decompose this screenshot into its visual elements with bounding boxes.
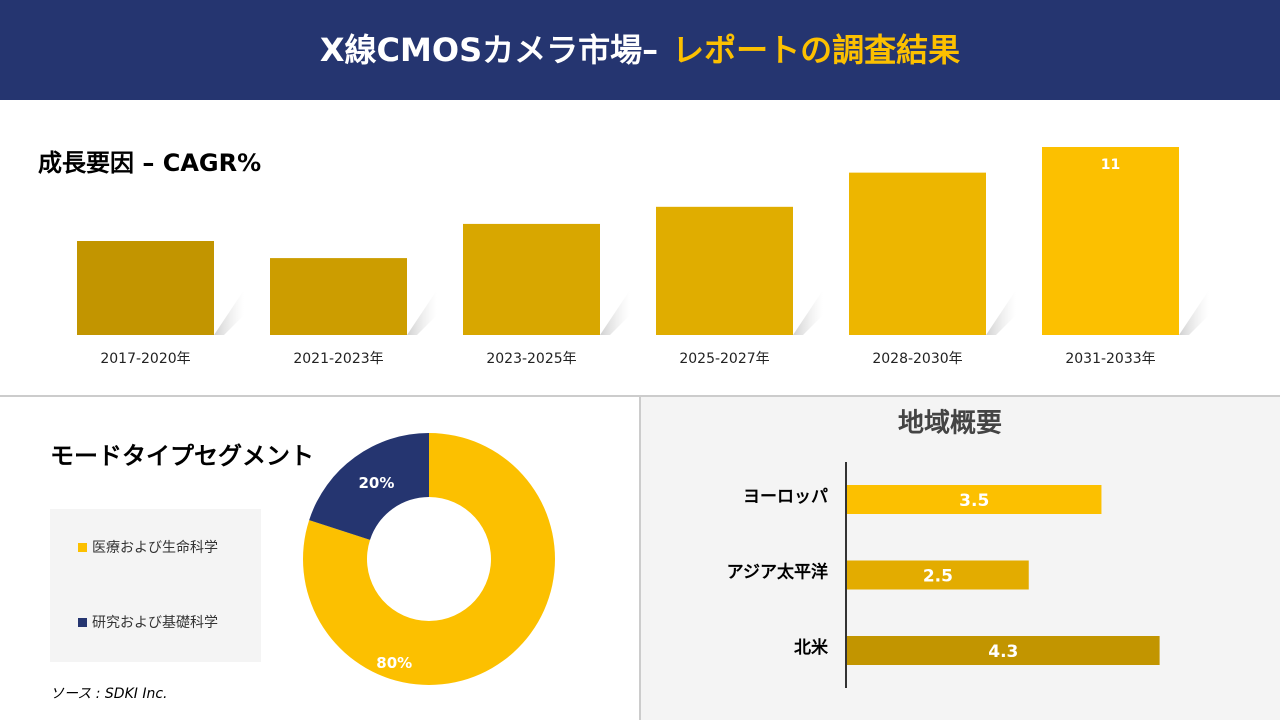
- bar: [847, 485, 1102, 514]
- chart-title: 成長要因 – CAGR%: [38, 149, 261, 177]
- x-tick-label: 2021-2023年: [293, 351, 383, 367]
- header-band: [0, 0, 1280, 100]
- bar: [847, 636, 1160, 665]
- bar: [847, 560, 1029, 590]
- y-tick-label: 北米: [794, 637, 829, 658]
- chart-title: モードタイプセグメント: [50, 442, 314, 470]
- bar-shadow: [600, 290, 630, 335]
- legend-swatch: [78, 618, 87, 627]
- legend-label: 医療および生命科学: [92, 539, 218, 556]
- data-label: 11: [1101, 157, 1120, 173]
- data-label: 2.5: [923, 567, 953, 587]
- x-tick-label: 2028-2030年: [872, 351, 962, 367]
- data-label: 3.5: [959, 491, 989, 511]
- data-label: 20%: [358, 474, 394, 492]
- x-tick-label: 2017-2020年: [100, 351, 190, 367]
- x-tick-label: 2023-2025年: [486, 351, 576, 367]
- header-title: X線CMOSカメラ市場– レポートの調査結果: [320, 31, 960, 69]
- y-tick-label: ヨーロッパ: [743, 487, 828, 507]
- bar-shadow: [1179, 290, 1209, 335]
- data-label: 4.3: [988, 642, 1018, 662]
- chart-title: 地域概要: [898, 409, 1002, 439]
- donut-slice: [309, 433, 429, 540]
- data-label: 80%: [376, 654, 412, 672]
- bar-shadow: [407, 290, 437, 335]
- bar: [656, 206, 793, 335]
- x-tick-label: 2031-2033年: [1065, 351, 1155, 367]
- legend-swatch: [78, 543, 87, 552]
- x-tick-label: 2025-2027年: [679, 351, 769, 367]
- donut-slice: [303, 433, 555, 686]
- bar: [270, 258, 407, 335]
- header-title-main: X線CMOSカメラ市場–: [320, 31, 658, 69]
- bar-shadow: [793, 290, 823, 335]
- bar-shadow: [986, 290, 1016, 335]
- legend-box: [50, 509, 261, 662]
- region-panel: [640, 396, 1280, 720]
- header-title-highlight: レポートの調査結果: [672, 31, 960, 69]
- bar: [77, 241, 214, 335]
- bar-shadow: [214, 290, 244, 335]
- source: ソース : SDKI Inc.: [50, 686, 168, 702]
- bar: [1042, 147, 1179, 335]
- legend-label: 研究および基礎科学: [92, 614, 218, 631]
- bar: [849, 172, 986, 335]
- bar: [463, 223, 600, 335]
- y-tick-label: アジア太平洋: [727, 562, 828, 583]
